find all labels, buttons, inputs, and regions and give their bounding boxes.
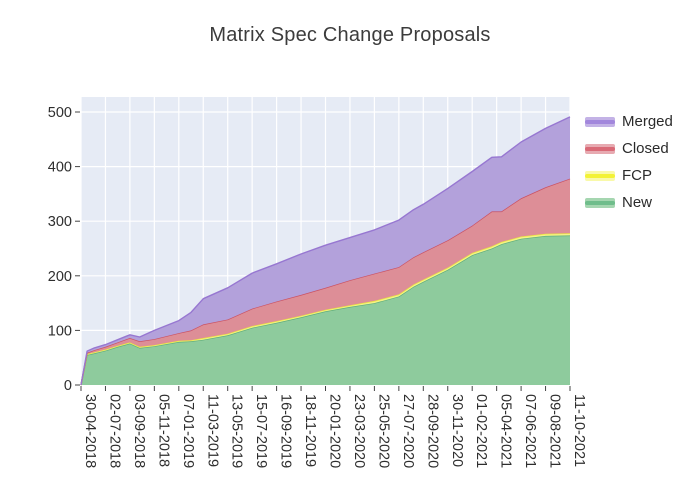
y-tick-label: 200 [48,269,72,285]
legend-label: Closed [622,140,669,157]
legend-item-merged: Merged [585,108,697,135]
y-tick-label: 0 [64,378,72,394]
x-tick-labels: 30-04-2018 02-07-2018 03-09-2018 05-11-2018… [82,394,587,468]
x-tick-label: 28-09-2020 [424,394,440,468]
x-tick-label: 18-11-2019 [302,394,318,467]
x-tick-label: 25-05-2020 [375,394,391,468]
x-tick-label: 05-11-2018 [155,394,171,467]
x-tick-label: 03-09-2018 [131,394,147,468]
chart-title: Matrix Spec Change Proposals [209,24,491,46]
x-tick-label: 20-01-2020 [327,394,343,468]
y-tick-label: 300 [48,214,72,230]
x-tick-label: 05-04-2021 [498,394,514,468]
legend-item-closed: Closed [585,135,697,162]
legend-label: New [622,194,653,211]
legend-swatch-icon [585,143,615,154]
y-tick-label: 500 [48,105,72,121]
x-tick-label: 02-07-2018 [106,394,122,468]
legend-item-fcp: FCP [585,162,697,189]
x-tick-label: 30-11-2020 [449,394,465,467]
legend-swatch-icon [585,170,615,181]
x-tick-label: 01-02-2021 [473,394,489,468]
x-tick-label: 11-10-2021 [571,394,587,467]
y-tick-label: 400 [48,160,72,176]
y-tick-label: 100 [48,323,72,339]
x-tick-label: 13-05-2019 [229,394,245,468]
x-tick-label: 30-04-2018 [82,394,98,468]
area-series-Merged [80,116,571,386]
x-tick-label: 09-08-2021 [547,394,563,468]
legend-swatch-icon [585,197,615,208]
x-tick-label: 23-03-2020 [351,394,367,468]
x-tick-label: 07-01-2019 [180,394,196,468]
x-tick-label: 07-06-2021 [522,394,538,468]
y-tick-labels: 0 100 200 300 400 500 [48,105,72,394]
x-tick-label: 27-07-2020 [400,394,416,468]
legend-swatch-icon [585,116,615,127]
legend-label: FCP [622,167,652,184]
legend-item-new: New [585,189,697,216]
x-tick-label: 11-03-2019 [204,394,220,467]
x-tick-label: 15-07-2019 [253,394,269,468]
tick-marks [75,111,571,391]
legend: Merged Closed FCP New [585,108,697,216]
x-tick-label: 16-09-2019 [278,394,294,468]
legend-label: Merged [622,113,673,130]
